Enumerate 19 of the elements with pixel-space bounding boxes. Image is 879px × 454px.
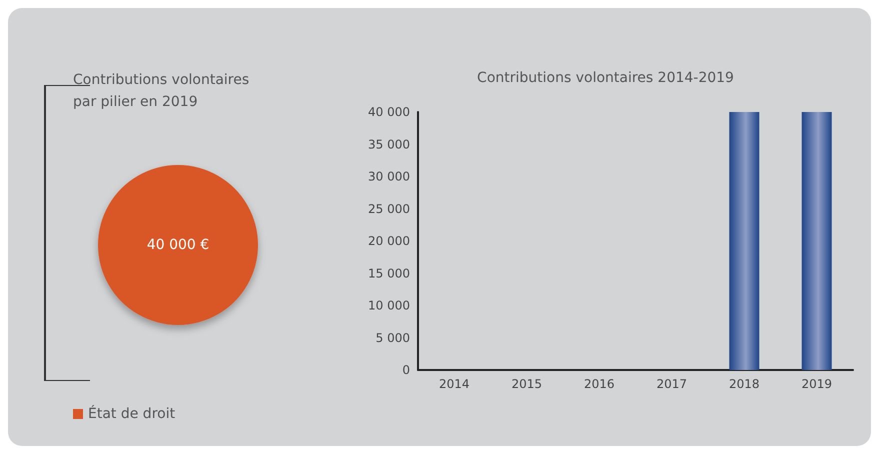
y-tick-label: 15 000 [368, 266, 410, 280]
y-tick-label: 10 000 [368, 298, 410, 312]
legend-label: État de droit [88, 405, 176, 422]
y-tick-label: 35 000 [368, 137, 410, 152]
chart-title: Contributions volontaires 2014-2019 [477, 70, 734, 86]
x-tick-label: 2017 [656, 377, 688, 391]
y-tick-label: 40 000 [368, 105, 410, 119]
y-tick-label: 25 000 [368, 202, 410, 216]
y-tick-label: 5 000 [376, 330, 410, 345]
x-tick-label: 2014 [438, 377, 470, 391]
x-tick-label: 2015 [511, 377, 542, 391]
x-tick-label: 2018 [728, 377, 760, 391]
y-tick-label: 0 [402, 363, 410, 377]
data-label: 40 000 € [146, 237, 210, 253]
y-tick-label: 30 000 [368, 170, 410, 184]
x-tick-label: 2016 [584, 377, 615, 391]
x-tick-label: 2019 [801, 377, 832, 391]
chart-title: Contributions volontaires par pilier en 2019 [73, 72, 250, 110]
y-tick-label: 20 000 [368, 234, 410, 248]
